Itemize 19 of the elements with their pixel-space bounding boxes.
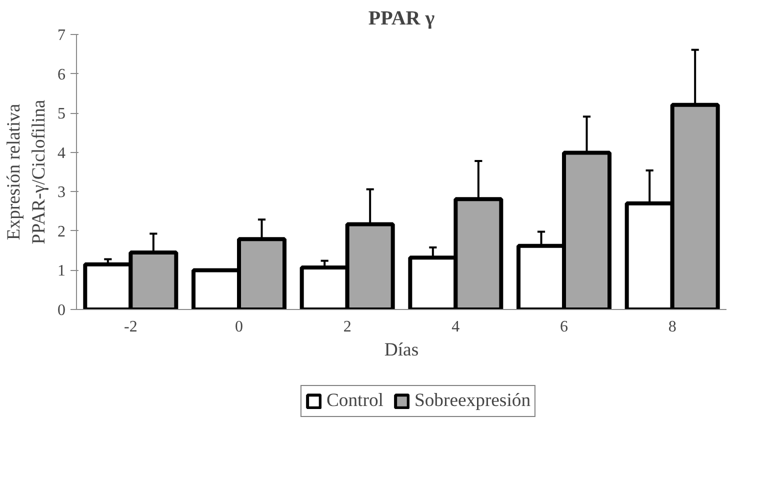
x-tick-label: 8 [668,318,676,336]
x-tick-label: 2 [343,318,352,336]
y-tick-label: 1 [58,262,66,280]
x-axis-title: Días [384,340,419,360]
y-tick-label: 4 [58,144,66,162]
x-tick-label: -2 [124,318,138,336]
y-tick-label: 0 [58,302,66,319]
chart-title: PPAR γ [368,8,436,30]
legend-label: Control [326,390,384,412]
x-tick-label: 4 [452,318,460,336]
legend-label: Sobreexpresión [414,390,531,412]
y-tick-label: 5 [58,106,66,123]
x-tick-label: 0 [235,318,243,336]
y-tick-label: 3 [58,184,66,202]
y-axis-title: Expresión relativa PPAR-γ/Ciclofilina [3,99,50,244]
y-tick-label: 2 [58,223,66,240]
y-tick-label: 7 [58,27,66,44]
y-tick-label: 6 [58,66,66,84]
x-tick-label: 6 [560,318,568,336]
